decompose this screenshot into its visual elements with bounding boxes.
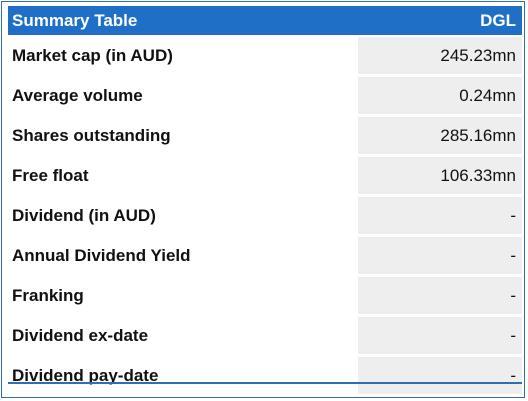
row-value: 106.33mn — [358, 157, 522, 194]
table-row: Dividend pay-date - — [8, 357, 522, 394]
row-label: Franking — [8, 277, 356, 314]
row-label: Average volume — [8, 77, 356, 114]
row-label: Market cap (in AUD) — [8, 37, 356, 74]
row-value: 285.16mn — [358, 117, 522, 154]
row-label: Dividend pay-date — [8, 357, 356, 394]
row-value: 0.24mn — [358, 77, 522, 114]
row-value: - — [358, 197, 522, 234]
summary-table-title: Summary Table — [12, 10, 138, 30]
row-label: Dividend ex-date — [8, 317, 356, 354]
table-row: Dividend (in AUD) - — [8, 197, 522, 234]
row-label: Free float — [8, 157, 356, 194]
table-row: Shares outstanding 285.16mn — [8, 117, 522, 154]
table-row: Annual Dividend Yield - — [8, 237, 522, 274]
table-row: Franking - — [8, 277, 522, 314]
table-bottom-rule — [8, 382, 522, 384]
row-value: - — [358, 277, 522, 314]
ticker-label: DGL — [480, 10, 516, 30]
row-label: Dividend (in AUD) — [8, 197, 356, 234]
row-value: 245.23mn — [358, 37, 522, 74]
table-row: Market cap (in AUD) 245.23mn — [8, 37, 522, 74]
summary-table-header: Summary Table DGL — [8, 6, 522, 35]
row-label: Annual Dividend Yield — [8, 237, 356, 274]
table-row: Free float 106.33mn — [8, 157, 522, 194]
row-value: - — [358, 237, 522, 274]
table-row: Dividend ex-date - — [8, 317, 522, 354]
table-row: Average volume 0.24mn — [8, 77, 522, 114]
summary-table-body: Market cap (in AUD) 245.23mn Average vol… — [8, 37, 522, 397]
row-label: Shares outstanding — [8, 117, 356, 154]
row-value: - — [358, 357, 522, 394]
row-value: - — [358, 317, 522, 354]
